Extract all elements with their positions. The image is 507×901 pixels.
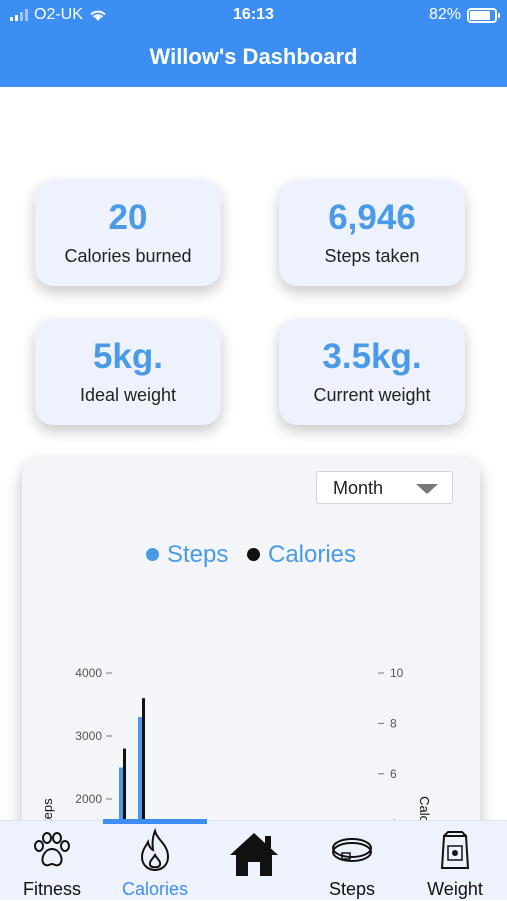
current-weight-value: 3.5kg.	[322, 337, 422, 376]
paw-icon	[2, 825, 102, 875]
y2-tick-label: 8	[390, 716, 397, 730]
chart-legend: Steps Calories	[22, 540, 480, 569]
tab-calories[interactable]: Calories	[105, 821, 205, 901]
ideal-weight-value: 5kg.	[92, 337, 164, 376]
steps-taken-card[interactable]: 6,946 Steps taken	[279, 180, 465, 286]
y-tick-label: 3000	[75, 729, 102, 743]
period-dropdown-value: Month	[333, 478, 384, 498]
bar-chart: 4000300020001000108642StepsCalories	[40, 666, 432, 858]
tab-label-weight: Weight	[427, 879, 483, 899]
calories-burned-value: 20	[108, 198, 148, 237]
legend-label-steps: Steps	[166, 540, 229, 568]
legend-label-calories: Calories	[268, 540, 357, 568]
food-bag-icon	[405, 825, 505, 875]
status-right: 82%	[428, 6, 500, 24]
steps-legend-dot	[145, 548, 159, 561]
current-weight-card[interactable]: 3.5kg. Current weight	[279, 319, 465, 425]
carrier-name: O2-UK	[34, 6, 83, 23]
page-title: Willow's Dashboard	[0, 32, 507, 87]
wifi-icon	[90, 10, 106, 21]
calories-bar	[123, 748, 126, 858]
clock: 16:13	[233, 6, 274, 23]
y-tick-label: 4000	[75, 666, 102, 680]
tab-weight[interactable]: Weight	[405, 821, 505, 901]
y2-tick-label: 6	[390, 767, 397, 781]
status-left: O2-UK	[10, 6, 107, 24]
signal-icon	[10, 9, 28, 21]
steps-taken-label: Steps taken	[324, 246, 420, 266]
legend-item-steps[interactable]: Steps	[145, 540, 229, 569]
calories-legend-dot	[247, 548, 260, 561]
legend-item-calories[interactable]: Calories	[247, 541, 356, 569]
calories-burned-label: Calories burned	[64, 246, 192, 266]
ideal-weight-label: Ideal weight	[79, 385, 177, 405]
steps-bar	[119, 767, 123, 858]
tab-home[interactable]	[204, 821, 304, 901]
calories-burned-card[interactable]: 20 Calories burned	[35, 180, 221, 286]
active-tab-indicator	[103, 819, 207, 824]
tab-label-calories: Calories	[121, 879, 189, 899]
chevron-down-icon	[416, 484, 438, 494]
tab-label-fitness: Fitness	[22, 879, 82, 899]
y-tick-label: 2000	[75, 792, 102, 806]
collar-icon	[302, 825, 402, 875]
flame-icon	[105, 825, 205, 875]
bottom-tab-bar: Fitness Calories Steps	[0, 820, 507, 900]
battery-icon	[467, 7, 500, 23]
calories-bar	[142, 698, 145, 858]
home-icon	[204, 829, 304, 879]
tab-fitness[interactable]: Fitness	[2, 821, 102, 901]
tab-label-steps: Steps	[328, 879, 376, 899]
status-bar: O2-UK 16:13 82%	[0, 0, 507, 32]
steps-bar	[138, 717, 142, 858]
y2-tick-label: 10	[390, 666, 404, 680]
tab-steps[interactable]: Steps	[302, 821, 402, 901]
current-weight-label: Current weight	[313, 385, 431, 405]
steps-taken-value: 6,946	[328, 198, 416, 237]
ideal-weight-card[interactable]: 5kg. Ideal weight	[35, 319, 221, 425]
battery-percent: 82%	[428, 6, 461, 23]
period-dropdown[interactable]: Month	[316, 471, 453, 504]
activity-chart-panel: Month Steps Calories 4000300020001000108…	[22, 458, 480, 858]
